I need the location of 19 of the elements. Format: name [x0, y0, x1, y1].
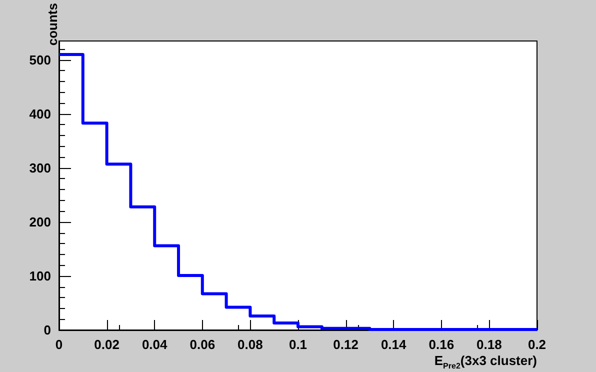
x-tick-label: 0.12: [333, 337, 358, 352]
x-tick-label: 0.04: [142, 337, 168, 352]
x-tick-label: 0.02: [94, 337, 120, 352]
y-tick-label: 300: [29, 160, 51, 176]
y-tick-label: 200: [29, 214, 51, 230]
x-axis-title: E$_{Pre2}$(3x3 cluster): [434, 353, 537, 371]
y-axis-title: counts: [45, 3, 60, 46]
y-tick-label: 100: [29, 268, 51, 284]
x-tick-label: 0: [55, 337, 63, 352]
x-tick-label: 0.18: [476, 337, 502, 352]
x-tick-label: 0.14: [380, 337, 408, 352]
x-tick-label: 0.08: [238, 337, 263, 352]
y-tick-label: 0: [44, 322, 51, 338]
y-tick-label: 500: [29, 52, 51, 68]
x-tick-label: 0.2: [528, 337, 546, 352]
y-tick-label: 400: [29, 106, 51, 122]
x-tick-label: 0.16: [428, 337, 454, 352]
x-tick-label: 0.06: [190, 337, 216, 352]
x-tick-label: 0.1: [288, 337, 308, 352]
